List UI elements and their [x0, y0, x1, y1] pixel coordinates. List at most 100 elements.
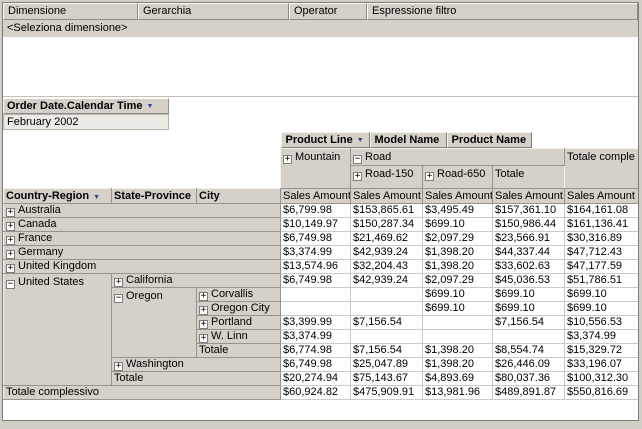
row-member-label: Oregon	[126, 290, 163, 302]
data-cell: $157,361.10	[492, 203, 565, 218]
data-cell: $42,939.24	[350, 273, 423, 288]
filter-grid-body	[3, 37, 638, 97]
column-fields-area: Product Line ▼ Model Name Product Name	[280, 131, 638, 149]
data-cell: $489,891.87	[492, 385, 565, 400]
data-cell: $6,749.98	[280, 231, 351, 246]
expand-icon[interactable]: +	[6, 221, 15, 231]
data-cell: $1,398.20	[422, 357, 493, 372]
data-cell: $3,374.99	[563, 329, 638, 344]
row-member-oregon-city[interactable]: + Oregon City	[196, 301, 281, 316]
row-member-label: Portland	[211, 316, 252, 329]
row-member-portland[interactable]: + Portland	[196, 315, 281, 330]
row-member-france[interactable]: + France	[3, 231, 281, 246]
row-member-california[interactable]: + California	[111, 273, 281, 288]
row-member-united-kingdom[interactable]: + United Kingdom	[3, 259, 281, 274]
filter-col-hierarchy: Gerarchia	[138, 3, 289, 20]
data-cell: $161,136.41	[563, 217, 638, 232]
dropdown-arrow-icon[interactable]: ▼	[93, 193, 101, 201]
measure-header-sales-amount: Sales Amount	[492, 188, 565, 204]
column-member-label: Mountain	[295, 151, 341, 163]
slicer-value[interactable]: February 2002	[3, 114, 169, 130]
row-member-united-states[interactable]: − United States	[3, 273, 112, 386]
data-cell: $150,287.34	[350, 217, 423, 232]
row-member-label: France	[18, 232, 53, 245]
data-cell: $699.10	[563, 301, 638, 316]
expand-icon[interactable]: +	[199, 305, 208, 315]
data-cell: $164,161.08	[563, 203, 638, 218]
column-field-product-line[interactable]: Product Line ▼	[280, 132, 370, 148]
expand-icon[interactable]: +	[6, 235, 15, 245]
data-cell: $150,986.44	[492, 217, 565, 232]
column-member-road[interactable]: − Road	[350, 148, 565, 166]
row-member-washington[interactable]: + Washington	[111, 357, 281, 372]
data-cell	[280, 301, 351, 316]
row-field-country-region[interactable]: Country-Region ▼	[3, 188, 112, 204]
column-field-product-name[interactable]: Product Name	[446, 132, 532, 148]
collapse-icon[interactable]: −	[353, 153, 362, 164]
row-member-w-linn[interactable]: + W. Linn	[196, 329, 281, 344]
data-cell: $699.10	[422, 301, 493, 316]
row-member-label: Oregon City	[211, 302, 270, 315]
data-cell: $80,037.36	[492, 371, 565, 386]
row-field-city[interactable]: City	[196, 188, 281, 204]
data-cell: $7,156.54	[492, 315, 565, 330]
data-cell: $33,602.63	[492, 259, 565, 274]
row-member-label: Canada	[18, 218, 57, 231]
expand-icon[interactable]: +	[353, 171, 362, 181]
data-cell: $1,398.20	[422, 343, 493, 358]
dropdown-arrow-icon[interactable]: ▼	[146, 102, 154, 110]
data-cell	[492, 329, 565, 344]
column-member-label: Road	[365, 150, 392, 163]
data-cell: $2,097.29	[422, 231, 493, 246]
data-cell: $30,316.89	[563, 231, 638, 246]
data-cell: $23,566.91	[492, 231, 565, 246]
expand-icon[interactable]: +	[199, 333, 208, 343]
column-member-road-650[interactable]: + Road-650	[422, 165, 493, 189]
expand-icon[interactable]: +	[6, 249, 15, 259]
expand-icon[interactable]: +	[6, 207, 15, 217]
row-member-australia[interactable]: + Australia	[3, 203, 281, 218]
filter-col-filter-expression: Espressione filtro	[367, 3, 638, 20]
row-member-corvallis[interactable]: + Corvallis	[196, 287, 281, 302]
expand-icon[interactable]: +	[199, 319, 208, 329]
filter-col-dimension: Dimensione	[3, 3, 138, 20]
expand-icon[interactable]: +	[199, 291, 208, 301]
collapse-icon[interactable]: −	[114, 293, 123, 303]
select-dimension-row[interactable]: <Seleziona dimensione>	[3, 20, 638, 37]
data-cell: $1,398.20	[422, 259, 493, 274]
column-member-road-150[interactable]: + Road-150	[350, 165, 423, 189]
data-cell: $7,156.54	[350, 315, 423, 330]
column-road-total-header: Totale	[492, 165, 565, 189]
data-cell: $699.10	[492, 301, 565, 316]
row-field-state-province[interactable]: State-Province	[111, 188, 197, 204]
row-member-label: United Kingdom	[18, 260, 97, 273]
expand-icon[interactable]: +	[283, 154, 292, 164]
expand-icon[interactable]: +	[425, 171, 434, 181]
dropdown-arrow-icon[interactable]: ▼	[356, 136, 364, 144]
row-member-canada[interactable]: + Canada	[3, 217, 281, 232]
data-cell: $33,196.07	[563, 357, 638, 372]
data-cell: $7,156.54	[350, 343, 423, 358]
expand-icon[interactable]: +	[6, 263, 15, 273]
data-cell: $699.10	[422, 287, 493, 302]
pivot-browser-panel: Dimensione Gerarchia Operator Espression…	[2, 2, 639, 421]
data-cell: $153,865.61	[350, 203, 423, 218]
column-member-mountain[interactable]: + Mountain	[280, 148, 351, 189]
expand-icon[interactable]: +	[114, 361, 123, 371]
data-cell	[350, 329, 423, 344]
data-cell: $3,374.99	[280, 329, 351, 344]
expand-icon[interactable]: +	[114, 277, 123, 287]
row-member-label: Australia	[18, 204, 61, 217]
row-member-oregon[interactable]: − Oregon	[111, 287, 197, 358]
data-cell: $26,446.09	[492, 357, 565, 372]
collapse-icon[interactable]: −	[6, 279, 15, 289]
data-cell: $100,312.30	[563, 371, 638, 386]
row-member-germany[interactable]: + Germany	[3, 245, 281, 260]
column-field-model-name[interactable]: Model Name	[369, 132, 447, 148]
data-cell: $8,554.74	[492, 343, 565, 358]
data-cell: $75,143.67	[350, 371, 423, 386]
data-cell	[350, 287, 423, 302]
slicer-field-button[interactable]: Order Date.Calendar Time ▼	[3, 98, 169, 114]
data-cell: $6,749.98	[280, 273, 351, 288]
data-cell: $6,799.98	[280, 203, 351, 218]
